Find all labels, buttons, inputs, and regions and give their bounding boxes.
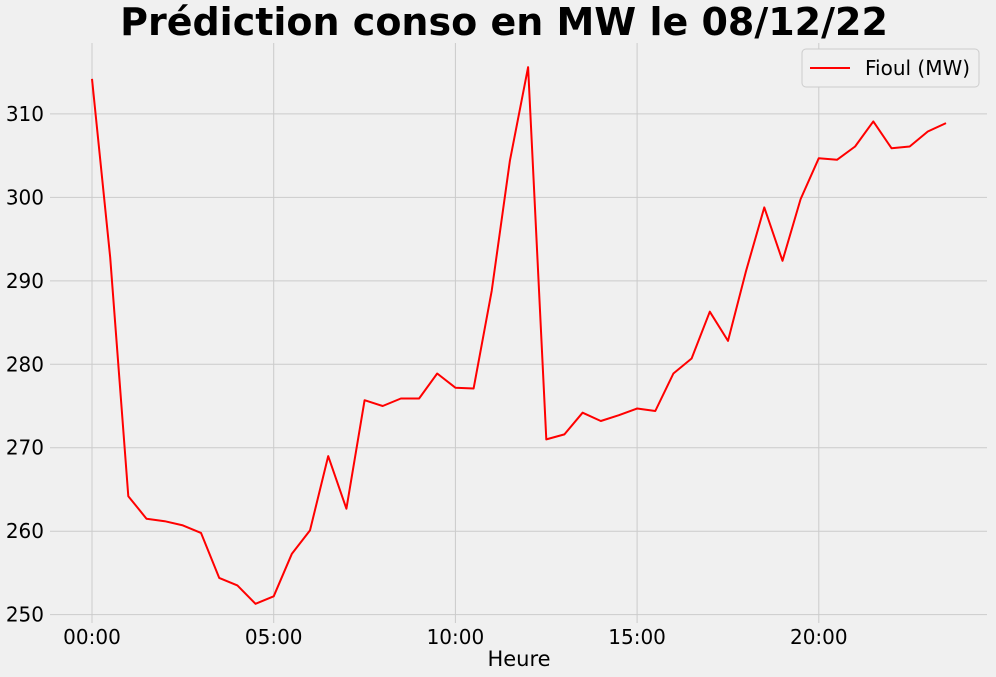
x-tick-label: 05:00 bbox=[245, 625, 303, 649]
y-tick-label: 260 bbox=[6, 519, 44, 543]
y-tick-label: 310 bbox=[6, 102, 44, 126]
y-axis-ticks: 250 260 270 280 290 300 310 bbox=[6, 102, 44, 627]
y-tick-label: 250 bbox=[6, 603, 44, 627]
chart-title: Prédiction conso en MW le 08/12/22 bbox=[120, 0, 888, 44]
legend-box bbox=[801, 48, 980, 88]
y-tick-label: 270 bbox=[6, 436, 44, 460]
series-layer bbox=[91, 66, 947, 605]
y-tick-label: 300 bbox=[6, 185, 44, 209]
x-axis-ticks: 00:00 05:00 10:00 15:00 20:00 bbox=[63, 625, 847, 649]
legend-label-fioul: Fioul (MW) bbox=[865, 56, 970, 80]
y-tick-label: 280 bbox=[6, 352, 44, 376]
x-axis-label: Heure bbox=[487, 647, 550, 671]
x-tick-label: 15:00 bbox=[608, 625, 666, 649]
x-tick-label: 10:00 bbox=[427, 625, 485, 649]
series-line-0 bbox=[91, 66, 947, 605]
legend: Fioul (MW) bbox=[801, 48, 980, 88]
x-tick-label: 00:00 bbox=[63, 625, 121, 649]
grid bbox=[50, 43, 987, 623]
x-tick-label: 20:00 bbox=[790, 625, 848, 649]
y-tick-label: 290 bbox=[6, 269, 44, 293]
